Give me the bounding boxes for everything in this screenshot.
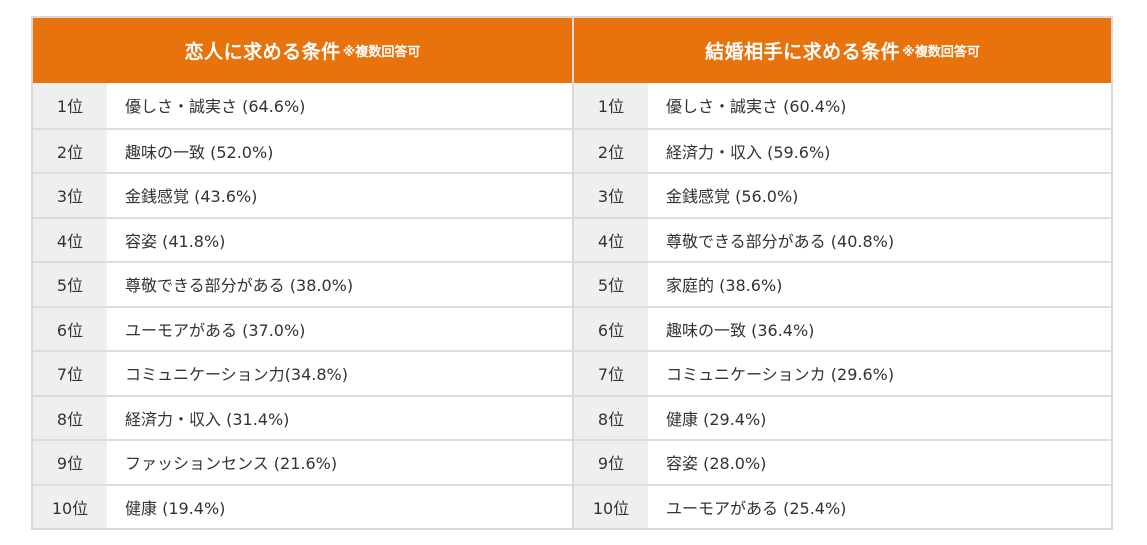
- table-row: 1位 優しさ・誠実さ (64.6%): [33, 83, 572, 128]
- table-row: 7位 コミュニケーション力(34.8%): [33, 350, 572, 395]
- table-row: 10位 健康 (19.4%): [33, 483, 572, 528]
- rank-cell: 2位: [33, 129, 107, 172]
- table-row: 4位 尊敬できる部分がある (40.8%): [574, 216, 1111, 261]
- table-row: 7位 コミュニケーションカ (29.6%): [574, 350, 1111, 395]
- left-header-title: 恋人に求める条件: [184, 41, 341, 63]
- rank-cell: 5位: [574, 263, 648, 306]
- table-row: 9位 容姿 (28.0%): [574, 439, 1111, 484]
- item-cell: 家庭的 (38.6%): [666, 276, 783, 296]
- item-cell: コミュニケーション力(34.8%): [125, 365, 348, 385]
- item-cell: コミュニケーションカ (29.6%): [666, 365, 895, 385]
- rank-cell: 1位: [33, 83, 107, 128]
- right-header-note: ※複数回答可: [902, 45, 980, 60]
- table-row: 2位 経済力・収入 (59.6%): [574, 127, 1111, 172]
- table-row: 5位 家庭的 (38.6%): [574, 261, 1111, 306]
- item-cell: 経済力・収入 (59.6%): [666, 142, 831, 162]
- rank-cell: 4位: [574, 218, 648, 261]
- rank-cell: 8位: [33, 396, 107, 439]
- rank-cell: 7位: [574, 352, 648, 395]
- table-row: 8位 健康 (29.4%): [574, 394, 1111, 439]
- item-cell: 経済力・収入 (31.4%): [125, 409, 290, 429]
- item-cell: ユーモアがある (25.4%): [666, 498, 847, 518]
- left-header-note: ※複数回答可: [342, 45, 421, 60]
- right-rows: 1位 優しさ・誠実さ (60.4%) 2位 経済力・収入 (59.6%) 3位 金銭感覚 …: [574, 83, 1111, 528]
- table-row: 3位 金銭感覚 (43.6%): [33, 172, 572, 217]
- table-row: 3位 金銭感覚 (56.0%): [574, 172, 1111, 217]
- rank-cell: 1位: [574, 83, 648, 128]
- rank-cell: 8位: [574, 396, 648, 439]
- table-row: 5位 尊敬できる部分がある (38.0%): [33, 261, 572, 306]
- right-header-title: 結婚相手に求める条件: [705, 41, 901, 63]
- item-cell: 健康 (19.4%): [125, 498, 226, 518]
- item-cell: 趣味の一致 (36.4%): [666, 320, 815, 340]
- rank-cell: 3位: [574, 174, 648, 217]
- right-column: 結婚相手に求める条件 ※複数回答可 1位 優しさ・誠実さ (60.4%) 2位 経済力…: [574, 18, 1111, 528]
- left-rows: 1位 優しさ・誠実さ (64.6%) 2位 趣味の一致 (52.0%) 3位 金銭感覚 (…: [33, 83, 572, 528]
- table-row: 10位 ユーモアがある (25.4%): [574, 483, 1111, 528]
- table-row: 9位 ファッションセンス (21.6%): [33, 439, 572, 484]
- rank-cell: 9位: [33, 441, 107, 484]
- rank-cell: 5位: [33, 263, 107, 306]
- item-cell: 優しさ・誠実さ (60.4%): [666, 97, 847, 117]
- rank-cell: 2位: [574, 129, 648, 172]
- rank-cell: 6位: [33, 307, 107, 350]
- rank-cell: 9位: [574, 441, 648, 484]
- table-row: 1位 優しさ・誠実さ (60.4%): [574, 83, 1111, 128]
- item-cell: 趣味の一致 (52.0%): [125, 142, 274, 162]
- item-cell: 容姿 (28.0%): [666, 454, 767, 474]
- rank-cell: 3位: [33, 174, 107, 217]
- item-cell: 優しさ・誠実さ (64.6%): [125, 97, 306, 117]
- rank-cell: 6位: [574, 307, 648, 350]
- item-cell: 尊敬できる部分がある (40.8%): [666, 231, 895, 251]
- item-cell: 尊敬できる部分がある (38.0%): [125, 276, 354, 296]
- item-cell: ユーモアがある (37.0%): [125, 320, 306, 340]
- item-cell: 金銭感覚 (56.0%): [666, 187, 799, 207]
- item-cell: 金銭感覚 (43.6%): [125, 187, 258, 207]
- item-cell: ファッションセンス (21.6%): [125, 454, 338, 474]
- ranking-table: 恋人に求める条件 ※複数回答可 1位 優しさ・誠実さ (64.6%) 2位 趣味の一致…: [31, 16, 1113, 530]
- table-row: 6位 ユーモアがある (37.0%): [33, 305, 572, 350]
- left-column: 恋人に求める条件 ※複数回答可 1位 優しさ・誠実さ (64.6%) 2位 趣味の一致…: [33, 18, 574, 528]
- rank-cell: 4位: [33, 218, 107, 261]
- rank-cell: 10位: [33, 485, 107, 528]
- right-header: 結婚相手に求める条件 ※複数回答可: [574, 18, 1111, 83]
- table-row: 2位 趣味の一致 (52.0%): [33, 127, 572, 172]
- table-row: 8位 経済力・収入 (31.4%): [33, 394, 572, 439]
- left-header: 恋人に求める条件 ※複数回答可: [33, 18, 572, 83]
- item-cell: 容姿 (41.8%): [125, 231, 226, 251]
- rank-cell: 7位: [33, 352, 107, 395]
- table-row: 4位 容姿 (41.8%): [33, 216, 572, 261]
- table-row: 6位 趣味の一致 (36.4%): [574, 305, 1111, 350]
- item-cell: 健康 (29.4%): [666, 409, 767, 429]
- rank-cell: 10位: [574, 485, 648, 528]
